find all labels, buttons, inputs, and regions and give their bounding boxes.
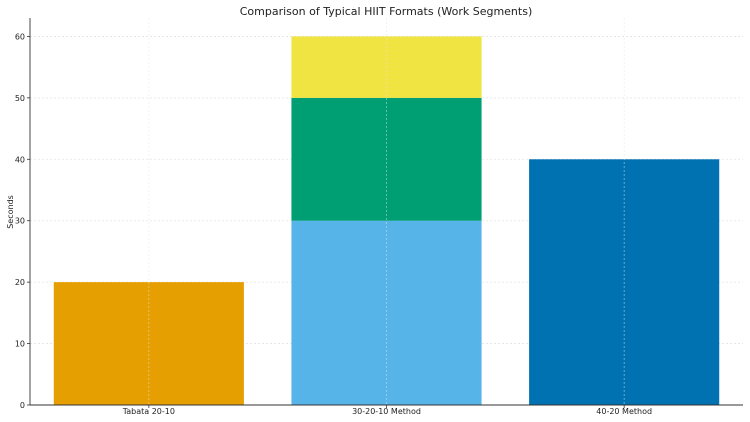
x-tick-label: Tabata 20-10 bbox=[122, 407, 175, 416]
x-tick-label: 30-20-10 Method bbox=[352, 407, 421, 416]
y-tick-label: 50 bbox=[15, 94, 25, 103]
chart-title: Comparison of Typical HIIT Formats (Work… bbox=[240, 5, 532, 18]
y-tick-label: 60 bbox=[15, 32, 25, 41]
y-tick-label: 30 bbox=[15, 217, 25, 226]
y-tick-label: 20 bbox=[15, 278, 25, 287]
ticks: 0 10 20 30 40 50 60 Tabata 20-10 30-20-10 Method… bbox=[15, 32, 652, 416]
x-tick-label: 40-20 Method bbox=[596, 407, 652, 416]
bar-segment bbox=[291, 220, 482, 405]
y-tick-label: 40 bbox=[15, 155, 25, 164]
y-axis-label: Seconds bbox=[6, 195, 15, 229]
bars bbox=[53, 18, 720, 405]
y-tick-label: 10 bbox=[15, 340, 25, 349]
y-tick-label: 0 bbox=[20, 401, 25, 410]
